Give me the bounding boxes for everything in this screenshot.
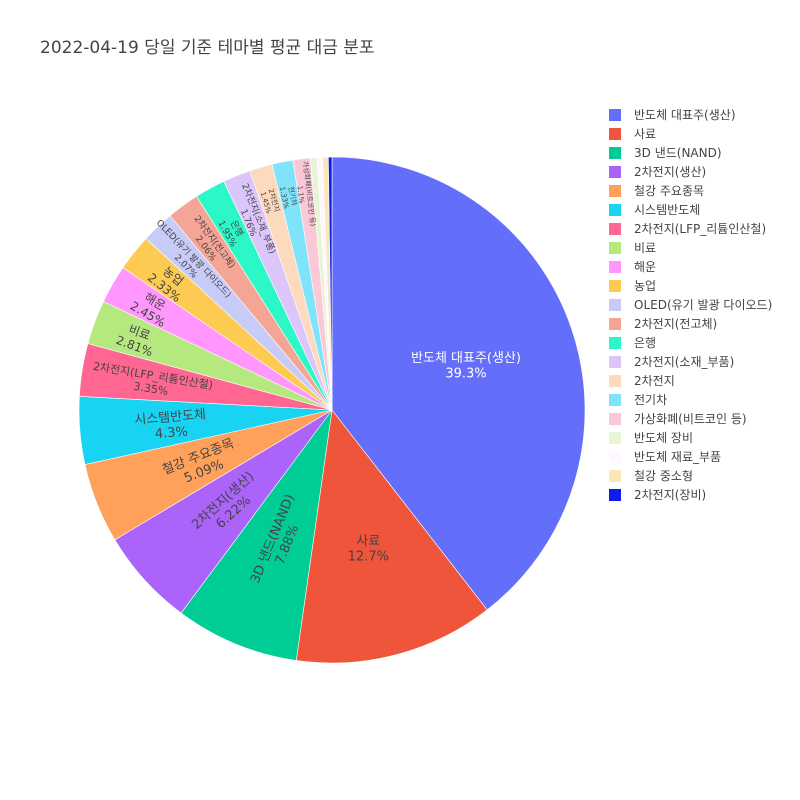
slice-label-name: 전기차	[287, 186, 300, 207]
slice-label-value: 1.1%	[295, 185, 305, 204]
legend-swatch	[609, 146, 621, 159]
legend-item[interactable]: 2차전지(생산)	[609, 162, 772, 181]
legend-swatch	[609, 355, 621, 368]
legend-item[interactable]: 은행	[609, 333, 772, 352]
legend-label: 2차전지	[634, 374, 675, 388]
legend-swatch	[609, 165, 621, 178]
legend-item[interactable]: 사료	[609, 124, 772, 143]
legend-label: 반도체 재료_부품	[634, 450, 722, 464]
legend-swatch	[609, 127, 621, 140]
legend-swatch	[609, 222, 621, 235]
pie-slices	[78, 156, 586, 664]
legend-label: OLED(유기 발광 다이오드)	[634, 298, 773, 312]
legend-item[interactable]: 2차전지(소재_부품)	[609, 352, 772, 371]
legend-label: 해운	[634, 260, 657, 274]
legend-item[interactable]: 비료	[609, 238, 772, 257]
legend-item[interactable]: 3D 낸드(NAND)	[609, 143, 772, 162]
legend-swatch	[609, 431, 621, 444]
legend-item[interactable]: 가상화폐(비트코인 등)	[609, 409, 772, 428]
legend-item[interactable]: 철강 중소형	[609, 466, 772, 485]
legend-label: 농업	[634, 279, 657, 293]
slice-label-name: 시스템반도체	[134, 407, 207, 428]
pie-slice[interactable]	[328, 156, 333, 411]
legend-label: 2차전지(LFP_리튬인산철)	[634, 222, 767, 236]
legend-item[interactable]: 반도체 장비	[609, 428, 772, 447]
legend-label: 철강 주요종목	[634, 184, 705, 198]
legend-label: 가상화폐(비트코인 등)	[634, 412, 747, 426]
pie-slice[interactable]	[295, 409, 488, 664]
legend-swatch	[609, 298, 621, 311]
legend-item[interactable]: OLED(유기 발광 다이오드)	[609, 295, 772, 314]
legend-item[interactable]: 2차전지(전고체)	[609, 314, 772, 333]
slice-label-value: 4.3%	[154, 424, 188, 442]
legend-item[interactable]: 전기차	[609, 390, 772, 409]
legend-swatch	[609, 260, 621, 273]
legend-label: 전기차	[634, 393, 668, 407]
legend-label: 2차전지(장비)	[634, 488, 707, 502]
chart-title: 2022-04-19 당일 기준 테마별 평균 대금 분포	[40, 38, 375, 58]
slice-label: 사료 12.7%	[348, 534, 389, 565]
legend-label: 시스템반도체	[634, 203, 701, 217]
pie-slice[interactable]	[180, 409, 333, 661]
slice-label: 반도체 대표주(생산) 39.3%	[411, 351, 521, 382]
legend-label: 2차전지(소재_부품)	[634, 355, 735, 369]
legend-swatch	[609, 412, 621, 425]
legend-item[interactable]: 2차전지(LFP_리튬인산철)	[609, 219, 772, 238]
legend-item[interactable]: 농업	[609, 276, 772, 295]
legend-swatch	[609, 279, 621, 292]
legend-item[interactable]: 반도체 재료_부품	[609, 447, 772, 466]
legend-label: 사료	[634, 127, 657, 141]
legend-label: 2차전지(전고체)	[634, 317, 718, 331]
slice-label-value: 39.3%	[445, 367, 486, 382]
legend-item[interactable]: 시스템반도체	[609, 200, 772, 219]
slice-label-name: 사료	[356, 534, 380, 549]
legend-swatch	[609, 450, 621, 463]
legend-item[interactable]: 반도체 대표주(생산)	[609, 105, 772, 124]
legend-label: 3D 낸드(NAND)	[634, 146, 722, 160]
legend-swatch	[609, 488, 621, 501]
legend-item[interactable]: 2차전지	[609, 371, 772, 390]
legend-label: 2차전지(생산)	[634, 165, 707, 179]
legend-label: 반도체 대표주(생산)	[634, 108, 736, 122]
legend-item[interactable]: 2차전지(장비)	[609, 485, 772, 504]
legend-label: 비료	[634, 241, 657, 255]
legend-swatch	[609, 469, 621, 482]
legend-swatch	[609, 108, 621, 121]
legend-item[interactable]: 철강 주요종목	[609, 181, 772, 200]
legend-label: 반도체 장비	[634, 431, 694, 445]
pie-slice[interactable]	[331, 156, 586, 611]
legend-swatch	[609, 203, 621, 216]
slice-label-value: 3.35%	[133, 380, 170, 398]
legend-label: 은행	[634, 336, 657, 350]
legend-label: 철강 중소형	[634, 469, 694, 483]
legend-swatch	[609, 317, 621, 330]
slice-label-name: 반도체 대표주(생산)	[411, 351, 521, 366]
legend-swatch	[609, 184, 621, 197]
legend-item[interactable]: 해운	[609, 257, 772, 276]
slice-label: 시스템반도체4.3%	[134, 407, 208, 443]
slice-label-value: 12.7%	[348, 550, 389, 565]
legend-swatch	[609, 393, 621, 406]
legend-swatch	[609, 241, 621, 254]
legend-swatch	[609, 374, 621, 387]
legend-swatch	[609, 336, 621, 349]
